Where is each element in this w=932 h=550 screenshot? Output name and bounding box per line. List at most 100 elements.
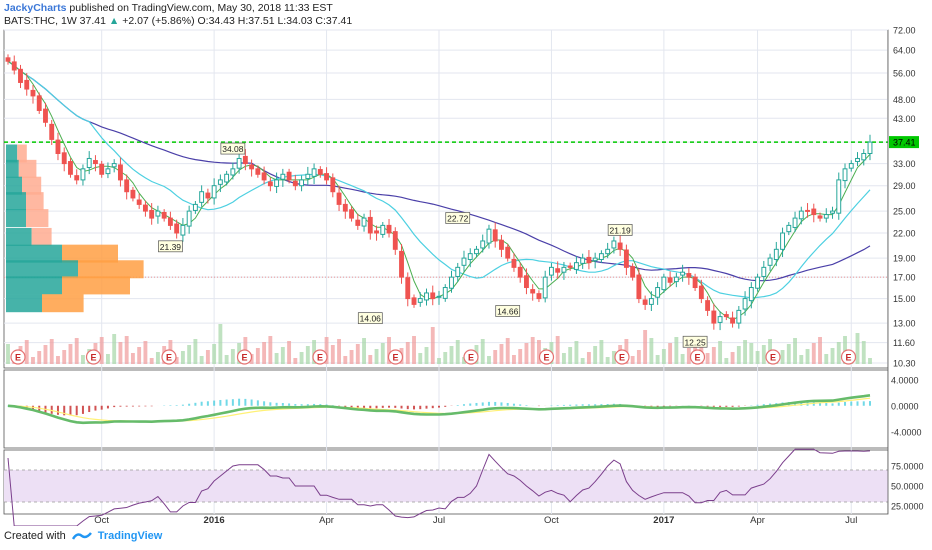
symbol-line: BATS:THC, 1W 37.41 ▲ +2.07 (+5.86%) O:34… [4, 15, 352, 28]
price-tick-label: 33.00 [893, 159, 916, 169]
candle-body [274, 179, 280, 187]
macd-histogram-bar [50, 405, 53, 414]
candle-body [561, 266, 567, 273]
earnings-circle [614, 349, 630, 365]
volume-bar [37, 351, 42, 364]
candle-body [580, 257, 586, 264]
macd-histogram-bar [669, 405, 672, 407]
candle-body [217, 179, 223, 185]
candle-body [417, 298, 423, 303]
tradingview-brand[interactable]: TradingView [97, 530, 163, 542]
candle-body [461, 257, 467, 266]
candle-body [336, 192, 342, 205]
macd-histogram-bar [75, 405, 78, 416]
volume-profile-buy [6, 144, 18, 163]
macd-histogram-bar [850, 401, 853, 406]
price-tick-label: 29.00 [893, 181, 916, 191]
candle-body [80, 168, 86, 181]
volume-bar [561, 353, 566, 364]
candle-body [155, 210, 161, 217]
time-tick-label: 2017 [653, 515, 674, 526]
price-tick-label: 10.30 [893, 358, 916, 368]
price-label-box [357, 312, 383, 325]
candle-body [811, 208, 817, 216]
candle-body [424, 292, 429, 301]
earnings-circle [463, 349, 479, 365]
published-text: published on TradingView.com, May 30, 20… [69, 2, 333, 14]
price-tick-label: 25.00 [893, 207, 916, 217]
earnings-letter: E [317, 353, 323, 363]
candle-body [174, 223, 180, 234]
macd-histogram-bar [819, 402, 822, 406]
volume-bar [530, 337, 535, 364]
time-tick-label: 2016 [204, 515, 225, 526]
candle-body [242, 155, 248, 165]
earnings-letter: E [468, 353, 474, 363]
candle-body [499, 239, 504, 250]
candle-body [480, 240, 486, 249]
macd-histogram-bar [594, 404, 597, 406]
macd-histogram-bar [281, 403, 284, 406]
volume-bar [68, 344, 73, 364]
volume-profile-buy [6, 276, 62, 295]
macd-histogram-bar [656, 405, 659, 407]
volume-bar [724, 358, 729, 364]
macd-histogram-bar [350, 405, 353, 408]
volume-bar [155, 352, 160, 364]
price-chart[interactable]: 34.08 21.39 22.72 14.06 14.66 21.19 12.25 E E E E… [0, 0, 932, 526]
macd-histogram-bar [300, 404, 303, 406]
volume-profile-sell [62, 276, 130, 295]
candle-body [11, 61, 17, 71]
author-name[interactable]: JackyCharts [4, 2, 67, 14]
earnings-letter: E [166, 353, 172, 363]
candle-body [680, 271, 686, 276]
volume-bar [493, 350, 498, 364]
volume-bar [636, 350, 641, 364]
volume-bar [661, 349, 666, 364]
volume-bar [149, 358, 154, 364]
volume-bar [274, 353, 279, 364]
volume-profile-buy [6, 176, 22, 195]
candle-body [792, 217, 798, 228]
volume-bar [512, 355, 516, 364]
volume-bar [568, 347, 573, 364]
volume-bar [711, 347, 716, 364]
volume-profile-sell [31, 227, 52, 246]
candle-body [548, 266, 554, 276]
candle-body [317, 169, 323, 175]
macd-histogram-bar [256, 400, 259, 406]
volume-bar [56, 356, 60, 364]
volume-bar [99, 337, 104, 364]
price-axis[interactable]: 10.30 11.60 13.00 15.00 17.00 19.00 22.00 25.00… [887, 26, 932, 515]
volume-bar [143, 341, 148, 364]
candle-body [667, 277, 673, 283]
candle-body [61, 152, 67, 165]
macd-histogram-bar [856, 401, 859, 406]
macd-histogram-bar [581, 404, 584, 406]
macd-histogram-bar [587, 404, 590, 406]
candle-body [511, 258, 517, 268]
price-tick-label: 43.00 [893, 114, 916, 124]
macd-histogram-bar [456, 405, 459, 406]
earnings-letter: E [392, 353, 398, 363]
rsi-tick-label: 25.0000 [891, 502, 924, 512]
tradingview-logo-icon [71, 532, 92, 540]
candle-body [411, 297, 417, 305]
macd-histogram-bar [512, 403, 515, 406]
macd-histogram-bar [762, 404, 765, 406]
earnings-letter: E [543, 353, 549, 363]
volume-bar [780, 350, 785, 364]
macd-histogram-bar [81, 405, 84, 414]
earnings-markers: EEEEEEEEEEEEE [10, 349, 932, 365]
candle-body [755, 276, 761, 289]
volume-bar [605, 357, 610, 364]
macd-histogram-bar [519, 404, 522, 406]
volume-profile-buy [6, 209, 26, 228]
macd-histogram-bar [69, 405, 72, 416]
symbol-text[interactable]: BATS:THC, 1W [4, 15, 77, 27]
candle-body [68, 161, 73, 175]
volume-bar [24, 340, 29, 364]
candle-body [142, 204, 148, 212]
time-axis[interactable]: Oct2016AprJulOct2017AprJulOct2018Apr [94, 515, 932, 526]
volume-bar [112, 334, 117, 364]
